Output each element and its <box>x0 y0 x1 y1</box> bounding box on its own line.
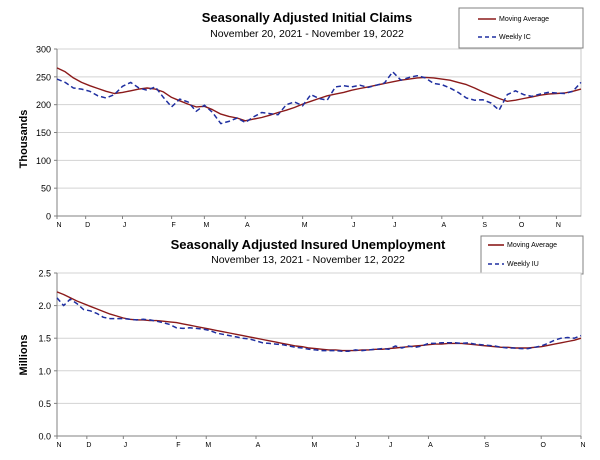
chart2-xtick-label: J <box>124 442 128 449</box>
chart2-ytick-label: 0.5 <box>38 399 51 409</box>
chart1-ytick-label: 100 <box>36 156 51 166</box>
chart1-xtick-label: O <box>519 222 525 229</box>
chart1-xtick-label: A <box>245 222 250 229</box>
chart1-xtick-label: S <box>482 222 487 229</box>
chart1-xtick-label: F <box>171 222 175 229</box>
chart1-legend: Moving Average Weekly IC <box>458 7 584 49</box>
chart2-xtick-label: N <box>56 442 61 449</box>
chart2-xtick-label: M <box>311 442 317 449</box>
chart2-legend-weekly-label: Weekly IU <box>507 261 539 268</box>
chart2-xtick-label: A <box>256 442 261 449</box>
chart1-xtick-label: M <box>203 222 209 229</box>
chart1-ylabel: Thousands <box>18 110 30 169</box>
chart2-legend-box <box>480 235 584 275</box>
chart2-ytick-label: 0.0 <box>38 432 51 442</box>
chart1-ytick-label: 250 <box>36 72 51 82</box>
chart1-xtick-label: N <box>56 222 61 229</box>
chart2-xtick-label: D <box>86 442 91 449</box>
chart1-ytick-label: 50 <box>41 184 51 194</box>
chart1-ytick-label: 0 <box>46 212 51 222</box>
chart2-ytick-label: 2.5 <box>38 269 51 279</box>
chart2-plot-area <box>56 272 582 437</box>
chart1-xtick-label: N <box>556 222 561 229</box>
chart1-ytick-label: 300 <box>36 45 51 55</box>
chart1-ytick-label: 150 <box>36 128 51 138</box>
chart2-xtick-label: F <box>176 442 180 449</box>
chart1-subtitle: November 20, 2021 - November 19, 2022 <box>210 28 404 40</box>
chart2-ytick-label: 2.0 <box>38 301 51 311</box>
chart1-legend-ma-label: Moving Average <box>499 16 549 23</box>
chart2-series-weekly <box>56 297 582 352</box>
chart2-title: Seasonally Adjusted Insured Unemployment <box>171 237 446 252</box>
plot-layer: 0 50 100 150 200 250 300 N D J F M A M J J A S O N 0.0 0.5 1.0… <box>36 45 586 450</box>
chart1-xtick-label: J <box>393 222 397 229</box>
chart1-xtick-label: A <box>441 222 446 229</box>
chart2-legend: Moving Average Weekly IU <box>480 235 584 275</box>
chart1-xtick-label: J <box>352 222 356 229</box>
chart2-xtick-label: M <box>205 442 211 449</box>
chart2-ytick-label: 1.5 <box>38 334 51 344</box>
chart2-xtick-label: A <box>428 442 433 449</box>
chart1-series-moving-average <box>56 67 582 122</box>
chart2-xtick-label: J <box>356 442 360 449</box>
chart2-xtick-label: N <box>580 442 585 449</box>
chart2-xtick-label: O <box>540 442 546 449</box>
chart1-legend-box <box>458 7 584 49</box>
chart1-xtick-label: J <box>123 222 127 229</box>
chart2-ylabel: Millions <box>18 335 30 376</box>
chart1-ytick-label: 200 <box>36 100 51 110</box>
chart1-xtick-label: M <box>302 222 308 229</box>
chart1-title: Seasonally Adjusted Initial Claims <box>202 10 412 25</box>
chart2-legend-ma-label: Moving Average <box>507 242 557 249</box>
chart2-ytick-label: 1.0 <box>38 366 51 376</box>
chart1-series-weekly <box>56 71 582 125</box>
chart2-xtick-label: S <box>484 442 489 449</box>
chart1-xtick-label: D <box>85 222 90 229</box>
chart2-xtick-label: J <box>389 442 393 449</box>
chart1-legend-weekly-label: Weekly IC <box>499 34 531 41</box>
chart2-subtitle: November 13, 2021 - November 12, 2022 <box>211 254 405 266</box>
